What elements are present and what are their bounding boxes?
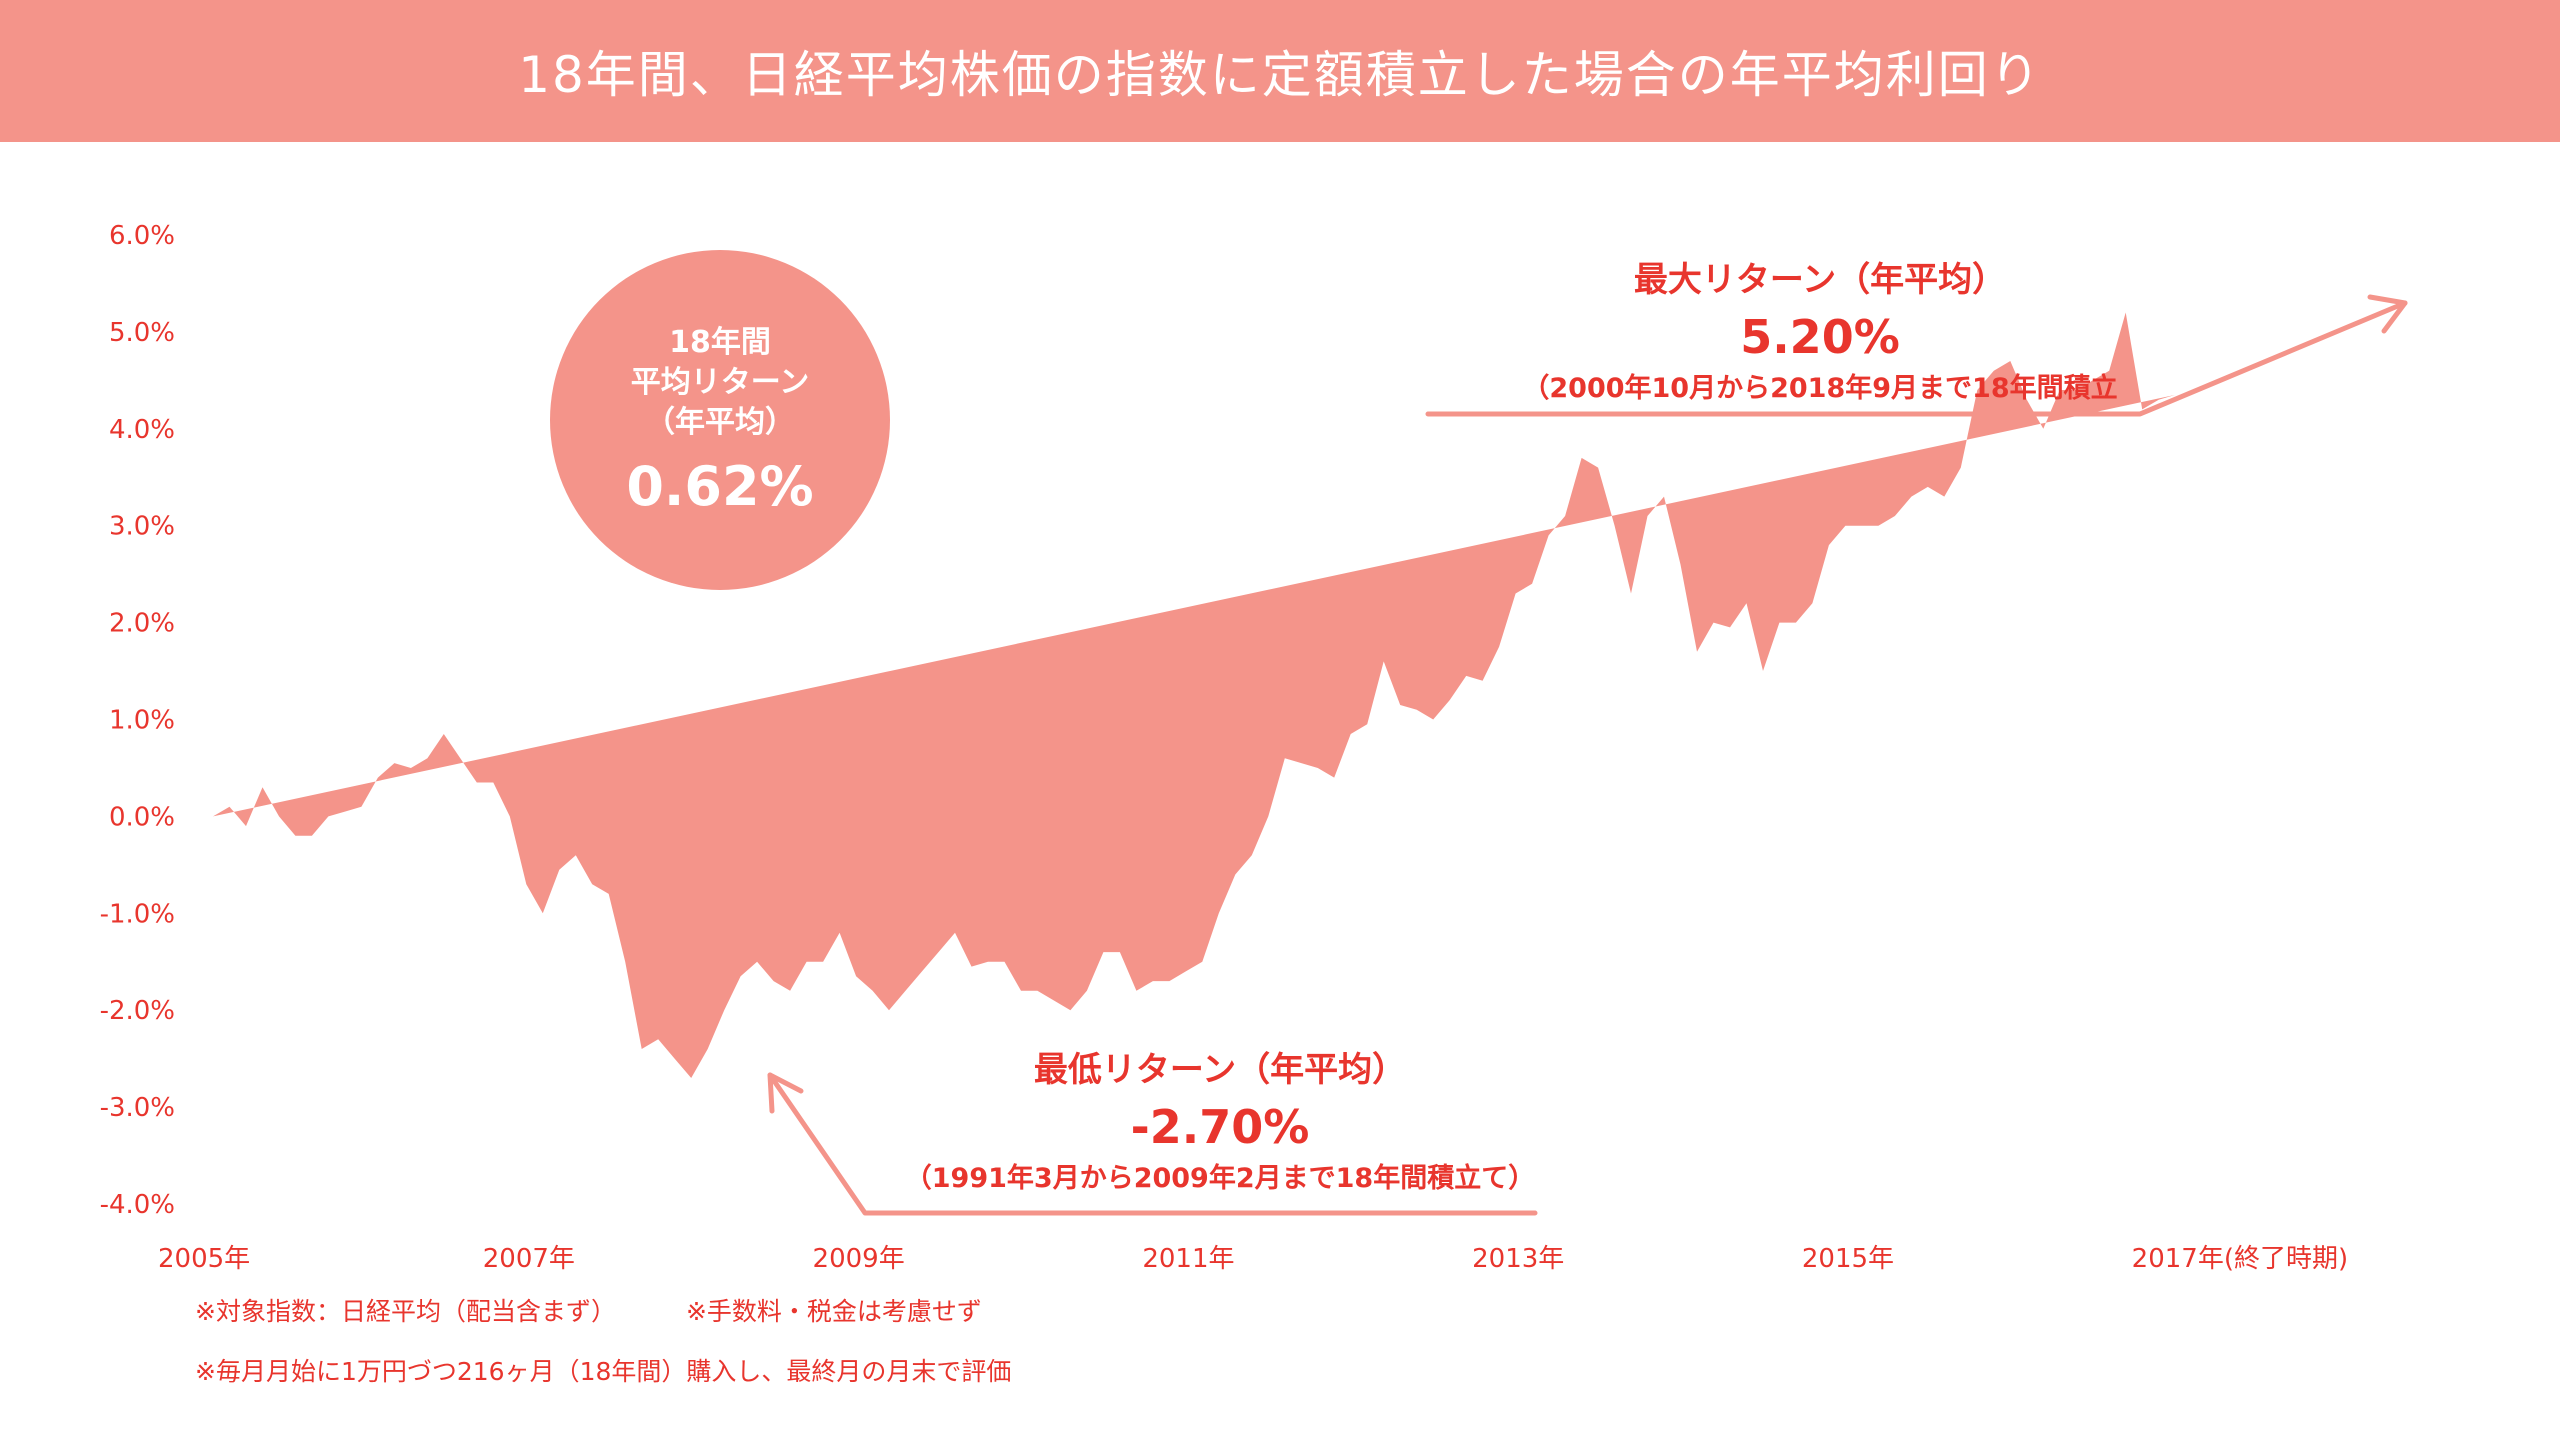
x-tick-label: 2009年 — [813, 1244, 905, 1274]
y-tick-label: 2.0% — [109, 609, 175, 639]
bubble-label: 平均リターン — [630, 364, 810, 400]
y-axis: 6.0% 5.0% 4.0% 3.0% 2.0% 1.0% 0.0% -1.0% -2.0% -3… — [100, 221, 175, 1220]
header-banner: 18年間、日経平均株価の指数に定額積立した場合の年平均利回り — [0, 0, 2560, 142]
x-tick-label: 2013年 — [1472, 1244, 1564, 1274]
x-axis: 2005年 2007年 2009年 2011年 2013年 2015年 2017年(終了時期… — [158, 1244, 2348, 1274]
return-area-series — [213, 312, 2176, 1078]
y-tick-label: 5.0% — [109, 318, 175, 348]
y-tick-label: -2.0% — [100, 996, 175, 1026]
y-tick-label: -4.0% — [100, 1190, 175, 1220]
x-tick-label: 2015年 — [1802, 1244, 1894, 1274]
footnote-fees: ※手数料・税金は考慮せず — [685, 1297, 982, 1326]
x-tick-label: 2011年 — [1142, 1244, 1234, 1274]
min-return-annotation: 最低リターン（年平均） -2.70% （1991年3月から2009年2月まで18… — [880, 1045, 1560, 1199]
x-tick-label: 2007年 — [483, 1244, 575, 1274]
max-return-arrow — [1425, 300, 2408, 417]
y-tick-label: 4.0% — [109, 415, 175, 445]
average-return-bubble: 18年間 平均リターン （年平均） 0.62% — [550, 250, 890, 590]
max-return-title: 最大リターン（年平均） — [1633, 260, 2007, 300]
y-tick-label: 1.0% — [109, 706, 175, 736]
annotation-arrows — [767, 294, 2408, 1216]
y-tick-label: 6.0% — [109, 221, 175, 251]
x-tick-label: 2017年(終了時期) — [2132, 1244, 2348, 1274]
bubble-unit: （年平均） — [645, 404, 795, 440]
y-tick-label: -3.0% — [100, 1093, 175, 1123]
bubble-average-value: 0.62% — [626, 454, 814, 518]
max-return-period: （2000年10月から2018年9月まで18年間積立 — [1522, 373, 2118, 404]
x-tick-label: 2005年 — [158, 1244, 250, 1274]
min-return-value: -2.70% — [1130, 1100, 1310, 1154]
min-return-arrowhead — [767, 1072, 804, 1114]
max-return-annotation: 最大リターン（年平均） 5.20% （2000年10月から2018年9月まで18… — [1480, 255, 2160, 409]
y-tick-label: -1.0% — [100, 899, 175, 929]
footnote-index: ※対象指数：日経平均（配当含まず） — [195, 1297, 616, 1326]
footnote-method: ※毎月月始に1万円づつ216ヶ月（18年間）購入し、最終月の月末で評価 — [195, 1357, 1012, 1386]
max-return-arrowhead — [2367, 294, 2408, 334]
y-tick-label: 3.0% — [109, 512, 175, 542]
page-title: 18年間、日経平均株価の指数に定額積立した場合の年平均利回り — [518, 46, 2042, 104]
max-return-value: 5.20% — [1740, 310, 1900, 364]
min-return-period: （1991年3月から2009年2月まで18年間積立て） — [904, 1163, 1536, 1194]
bubble-period: 18年間 — [669, 324, 771, 360]
min-return-arrow — [767, 1072, 1538, 1216]
footnote-row-1: ※対象指数：日経平均（配当含まず） ※手数料・税金は考慮せず — [195, 1292, 982, 1328]
y-tick-label: 0.0% — [109, 802, 175, 832]
min-return-title: 最低リターン（年平均） — [1033, 1050, 1407, 1090]
